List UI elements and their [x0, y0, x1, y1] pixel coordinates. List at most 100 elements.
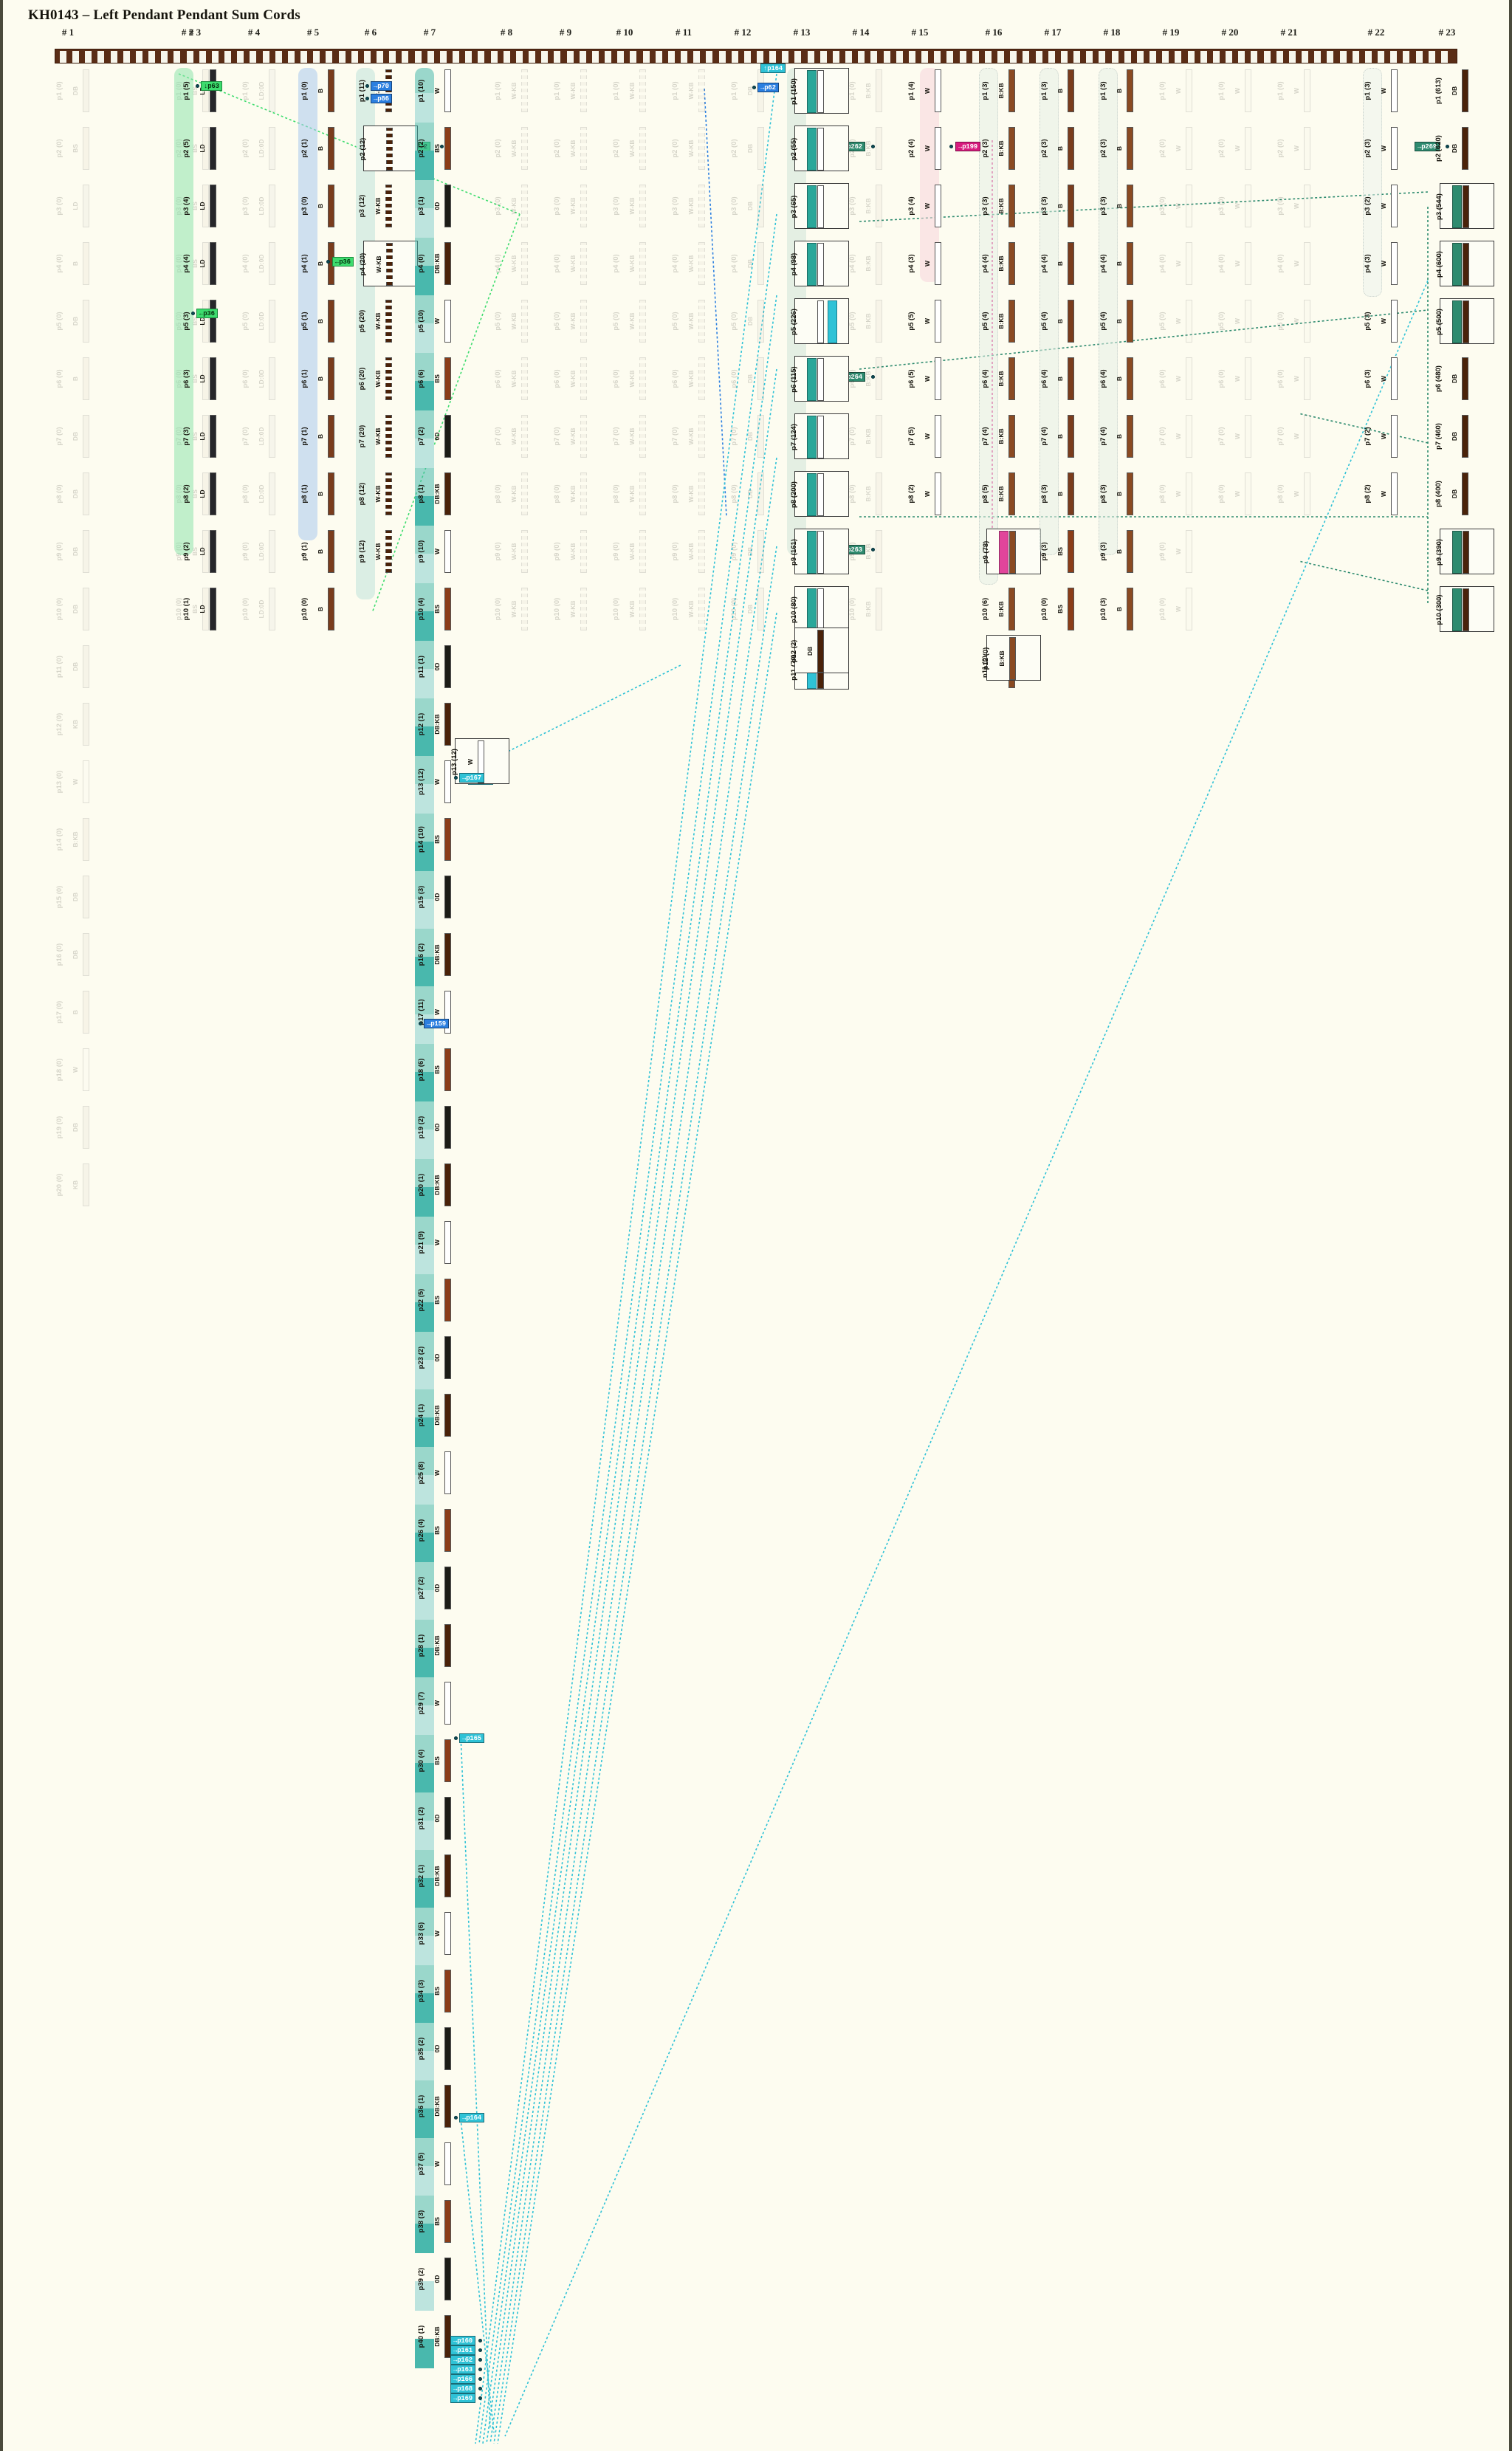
cord-relation-chip-right[interactable]: p160: [828, 300, 837, 343]
cord-cell[interactable]: p7 (0) W: [1217, 413, 1277, 459]
cord-cell[interactable]: p8 (0) W-KB: [612, 471, 672, 517]
cord-cell[interactable]: p8 (2) W: [907, 471, 967, 517]
cord-cell[interactable]: p38 (3) BS: [417, 2199, 477, 2244]
terminal-relation-chip[interactable]: →p161: [450, 2345, 476, 2355]
cord-cell[interactable]: p4 (4) B: [1040, 241, 1100, 286]
cord-cell[interactable]: p1 (0)BS: [175, 68, 235, 114]
cord-cell[interactable]: p2 (3) B: [1040, 126, 1100, 171]
cord-cell[interactable]: p3 (0) W: [1276, 183, 1336, 229]
cord-cell[interactable]: p3 (3) B:KB: [981, 183, 1041, 229]
cord-cell[interactable]: p31 (2) 0D: [417, 1795, 477, 1841]
cord-cell[interactable]: p2 (0) W: [1276, 126, 1336, 171]
cord-cell[interactable]: p2 (0) B:KB: [848, 126, 908, 171]
cord-cell[interactable]: p10 (0) W-KB: [612, 586, 672, 632]
cord-relation-chip[interactable]: →p109: [807, 70, 817, 113]
cord-cell[interactable]: p3 (0) DB: [730, 183, 790, 229]
cord-cell[interactable]: p8 (3) B: [1040, 471, 1100, 517]
cord-cell[interactable]: p10 (0) DB: [55, 586, 115, 632]
cord-cell[interactable]: p8 (0) W: [1217, 471, 1277, 517]
chip-col7-p164[interactable]: →p164: [459, 2113, 485, 2122]
cord-cell[interactable]: p12 (1) DB:KB: [417, 701, 477, 747]
cord-cell[interactable]: p1 (5) LD: [182, 68, 242, 114]
cord-cell[interactable]: p6 (0) W-KB: [553, 356, 613, 402]
cord-cell[interactable]: p6 (0) B: [55, 356, 115, 402]
cord-cell[interactable]: p34 (3) BS: [417, 1968, 477, 2014]
cord-cell[interactable]: p7 (20) W-KB: [358, 413, 418, 459]
cord-cell[interactable]: p25 (8) W: [417, 1450, 477, 1496]
cord-cell[interactable]: p15 (0) DB: [55, 874, 115, 920]
cord-cell[interactable]: p6 (0) W: [1158, 356, 1218, 402]
cord-cell[interactable]: p7 (4) B: [1099, 413, 1159, 459]
cord-cell[interactable]: p5 (0) W: [1276, 298, 1336, 344]
cord-cell[interactable]: p18 (6) BS: [417, 1047, 477, 1093]
cord-cell[interactable]: p35 (2) 0D: [417, 2026, 477, 2072]
cord-cell[interactable]: p9 (161)W←p109: [790, 529, 849, 574]
cord-cell[interactable]: p10 (0) BS: [175, 586, 235, 632]
cord-cell[interactable]: p9 (0) W-KB: [553, 529, 613, 574]
cord-relation-chip[interactable]: →p109: [807, 243, 817, 286]
cord-cell[interactable]: p9 (3) BS: [1040, 529, 1100, 574]
cord-cell[interactable]: p5 (1) B: [300, 298, 360, 344]
cord-cell[interactable]: p2 (0) W-KB: [671, 126, 731, 171]
chip-p86[interactable]: →p86: [371, 94, 392, 103]
cord-cell[interactable]: p14 (10) BS: [417, 817, 477, 862]
cord-cell[interactable]: p4 (0) W-KB: [553, 241, 613, 286]
cord-cell[interactable]: p1 (0) B: [300, 68, 360, 114]
cord-cell[interactable]: p6 (5) W: [907, 356, 967, 402]
cord-cell[interactable]: p4 (0) W: [1276, 241, 1336, 286]
cord-cell[interactable]: p9 (1) B: [300, 529, 360, 574]
cord-cell[interactable]: p8 (0) B:KB: [848, 471, 908, 517]
cord-cell[interactable]: p10 (0) B:KB: [848, 586, 908, 632]
cord-cell[interactable]: p33 (6) W: [417, 1911, 477, 1956]
cord-cell[interactable]: p9 (10) W: [417, 529, 477, 574]
cord-cell[interactable]: p6 (0) W: [1217, 356, 1277, 402]
cord-cell[interactable]: p3 (0) W-KB: [671, 183, 731, 229]
cord-cell[interactable]: p1 (0) W-KB: [553, 68, 613, 114]
cord-cell[interactable]: p19 (0) DB: [55, 1104, 115, 1150]
cord-cell[interactable]: p6 (0) LD:0D: [241, 356, 301, 402]
cord-cell[interactable]: p4 (0)BS: [175, 241, 235, 286]
cord-cell[interactable]: p6 (4) B: [1099, 356, 1159, 402]
cord-cell[interactable]: p3 (0) W-KB: [612, 183, 672, 229]
cord-cell[interactable]: p2 (0) DB: [730, 126, 790, 171]
cord-cell[interactable]: p5 (0) W-KB: [612, 298, 672, 344]
cord-cell[interactable]: p10 (3) B: [1099, 586, 1159, 632]
cord-cell[interactable]: p1 (0) W-KB: [494, 68, 554, 114]
cord-cell[interactable]: p7 (0) W-KB: [494, 413, 554, 459]
cord-cell[interactable]: p9 (3) B: [1099, 529, 1159, 574]
cord-cell[interactable]: p37 (5) W: [417, 2141, 477, 2187]
cord-cell[interactable]: p5 (3) W: [1364, 298, 1423, 344]
cord-cell[interactable]: p7 (0) DB: [730, 413, 790, 459]
cord-cell[interactable]: p8 (0)BS: [175, 471, 235, 517]
cord-cell[interactable]: p3 (0) W: [1158, 183, 1218, 229]
cord-cell[interactable]: p10 (0) BS: [1040, 586, 1100, 632]
cord-cell[interactable]: p9 (390)DB←p163: [1435, 529, 1494, 574]
cord-cell[interactable]: p23 (2) 0D: [417, 1335, 477, 1381]
cord-cell[interactable]: p7 (124)W←p109: [790, 413, 849, 459]
cord-cell[interactable]: p9 (0)BS: [175, 529, 235, 574]
terminal-relation-chip[interactable]: →p169: [450, 2393, 476, 2403]
cord-cell[interactable]: p5 (0) LD:0D: [241, 298, 301, 344]
cord-cell[interactable]: p1 (0) DB: [55, 68, 115, 114]
cord-cell[interactable]: p11 (0) DB: [55, 644, 115, 690]
cord-cell[interactable]: p7 (0) W-KB: [612, 413, 672, 459]
cord-cell[interactable]: p14 (0) B:KB: [55, 817, 115, 862]
cord-relation-chip[interactable]: ←p82: [807, 473, 817, 516]
cord-cell[interactable]: p10 (0) W-KB: [671, 586, 731, 632]
cord-cell[interactable]: p7 (0) W-KB: [553, 413, 613, 459]
chip-col7-head[interactable]: →p159: [424, 1019, 450, 1028]
cord-cell[interactable]: p1 (3) B:KB: [981, 68, 1041, 114]
cord-cell[interactable]: p3 (0) B:KB: [848, 183, 908, 229]
terminal-relation-chip[interactable]: →p163: [450, 2365, 476, 2374]
cord-cell[interactable]: p1 (3) B: [1040, 68, 1100, 114]
cord-cell[interactable]: p6 (0) DB: [730, 356, 790, 402]
cord-cell[interactable]: p10 (1) LD: [182, 586, 242, 632]
cord-cell[interactable]: p9 (0) DB: [55, 529, 115, 574]
cord-cell[interactable]: p12 (0) KB: [55, 701, 115, 747]
cord-cell[interactable]: p6 (0)BS: [175, 356, 235, 402]
cord-cell[interactable]: p5 (0) W-KB: [671, 298, 731, 344]
cord-cell[interactable]: p8 (400) DB: [1434, 471, 1494, 517]
cord-relation-chip[interactable]: →p109: [807, 128, 817, 171]
cord-cell[interactable]: p8 (3) B: [1099, 471, 1159, 517]
cord-cell[interactable]: p2 (5) LD: [182, 126, 242, 171]
